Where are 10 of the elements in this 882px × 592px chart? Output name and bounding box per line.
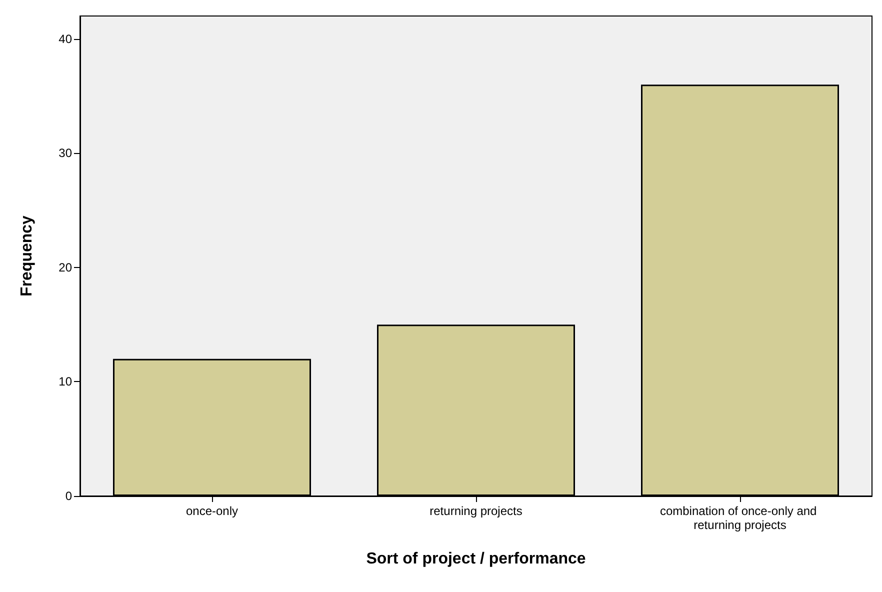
x-tick-label: combination of once-only and returning projects	[660, 504, 820, 532]
y-tick-label: 0	[65, 489, 72, 503]
x-tick-label: once-only	[186, 504, 238, 518]
x-axis-title: Sort of project / performance	[366, 550, 586, 568]
y-tick-label: 40	[58, 32, 72, 46]
y-tick-label: 10	[58, 374, 72, 389]
y-tick-label: 20	[58, 260, 72, 274]
x-tick-label: returning projects	[430, 504, 522, 518]
y-tick-label: 30	[58, 146, 72, 160]
y-axis-title: Frequency	[18, 215, 36, 296]
